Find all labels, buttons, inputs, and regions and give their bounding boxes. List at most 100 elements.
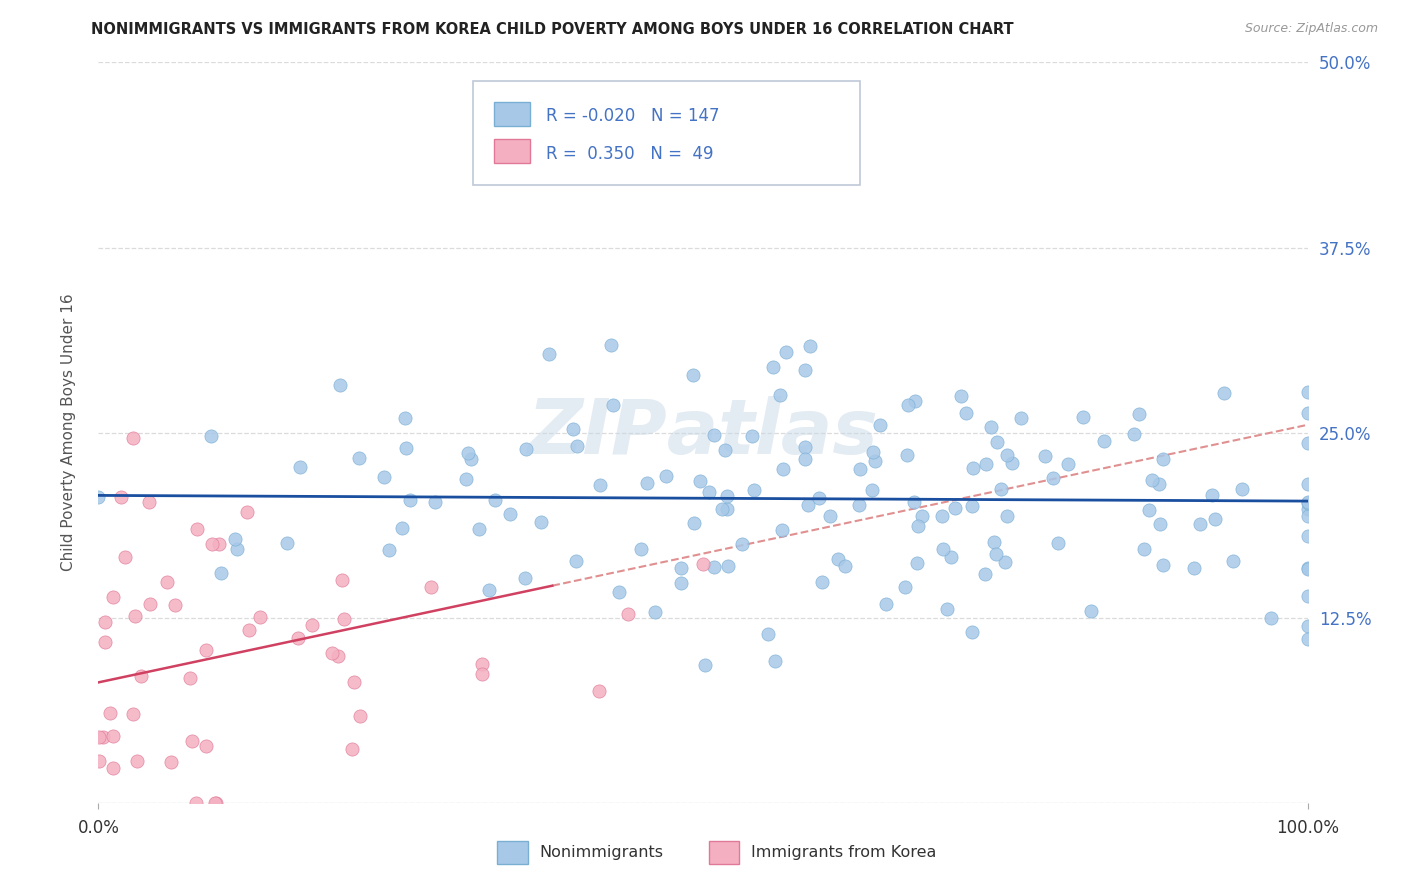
Point	[1123, 427, 1146, 442]
Point	[87, 490, 110, 504]
Point	[394, 411, 416, 425]
Point	[565, 439, 588, 453]
Point	[1296, 477, 1319, 491]
Point	[530, 515, 553, 529]
Point	[101, 591, 124, 605]
Point	[742, 483, 765, 497]
Point	[986, 434, 1008, 449]
Text: R = -0.020   N = 147: R = -0.020 N = 147	[546, 108, 720, 126]
Point	[373, 470, 395, 484]
Point	[616, 607, 638, 621]
Point	[204, 796, 226, 810]
Point	[138, 597, 160, 611]
Point	[1296, 502, 1319, 516]
Point	[731, 537, 754, 551]
Point	[195, 739, 218, 753]
Point	[1133, 541, 1156, 556]
Point	[1140, 473, 1163, 487]
Text: NONIMMIGRANTS VS IMMIGRANTS FROM KOREA CHILD POVERTY AMONG BOYS UNDER 16 CORRELA: NONIMMIGRANTS VS IMMIGRANTS FROM KOREA C…	[91, 22, 1014, 37]
Point	[794, 440, 817, 454]
Point	[249, 610, 271, 624]
Point	[103, 730, 125, 744]
Point	[1260, 611, 1282, 625]
Point	[89, 730, 111, 744]
Point	[973, 567, 995, 582]
Point	[537, 347, 560, 361]
Point	[602, 398, 624, 412]
Point	[1296, 528, 1319, 542]
Point	[454, 473, 477, 487]
Point	[484, 493, 506, 508]
Point	[349, 450, 371, 465]
Point	[89, 755, 111, 769]
Point	[1296, 494, 1319, 508]
Point	[644, 605, 666, 619]
Point	[984, 547, 1007, 561]
Point	[209, 566, 232, 580]
Point	[588, 683, 610, 698]
Point	[114, 549, 136, 564]
Point	[160, 756, 183, 770]
Point	[669, 561, 692, 575]
Point	[799, 339, 821, 353]
Point	[931, 509, 953, 524]
Point	[395, 441, 418, 455]
Point	[683, 516, 706, 531]
Point	[330, 573, 353, 587]
Point	[943, 501, 966, 516]
Point	[184, 796, 207, 810]
Point	[1092, 434, 1115, 448]
Point	[770, 523, 793, 537]
Point	[290, 460, 312, 475]
Point	[960, 499, 983, 513]
Point	[1042, 471, 1064, 485]
Point	[195, 643, 218, 657]
FancyBboxPatch shape	[498, 841, 527, 863]
Point	[682, 368, 704, 383]
Point	[349, 709, 371, 723]
Point	[955, 406, 977, 420]
Point	[939, 550, 962, 565]
Point	[1296, 508, 1319, 523]
Point	[1222, 554, 1244, 568]
Point	[703, 559, 725, 574]
Point	[156, 574, 179, 589]
Point	[911, 509, 934, 524]
Point	[398, 493, 420, 508]
Point	[1033, 449, 1056, 463]
Point	[457, 446, 479, 460]
Point	[849, 462, 872, 476]
Point	[962, 625, 984, 640]
Point	[1047, 535, 1070, 549]
Point	[326, 649, 349, 664]
Point	[772, 462, 794, 476]
Point	[983, 534, 1005, 549]
Point	[1128, 408, 1150, 422]
Point	[186, 523, 208, 537]
Point	[1201, 487, 1223, 501]
Point	[1296, 562, 1319, 576]
Point	[1296, 406, 1319, 420]
Point	[238, 623, 260, 637]
Point	[669, 576, 692, 591]
FancyBboxPatch shape	[494, 138, 530, 163]
Point	[343, 674, 366, 689]
Point	[1000, 456, 1022, 470]
Point	[808, 491, 831, 505]
Point	[869, 417, 891, 432]
Point	[756, 627, 779, 641]
Point	[716, 489, 738, 503]
Point	[935, 601, 957, 615]
Point	[127, 755, 149, 769]
Point	[1213, 385, 1236, 400]
Point	[208, 537, 231, 551]
Point	[716, 502, 738, 516]
Point	[636, 475, 658, 490]
Point	[165, 598, 187, 612]
Point	[897, 399, 920, 413]
Point	[200, 429, 222, 443]
Text: Immigrants from Korea: Immigrants from Korea	[751, 845, 936, 860]
Point	[693, 657, 716, 672]
Point	[287, 631, 309, 645]
Point	[1296, 384, 1319, 399]
